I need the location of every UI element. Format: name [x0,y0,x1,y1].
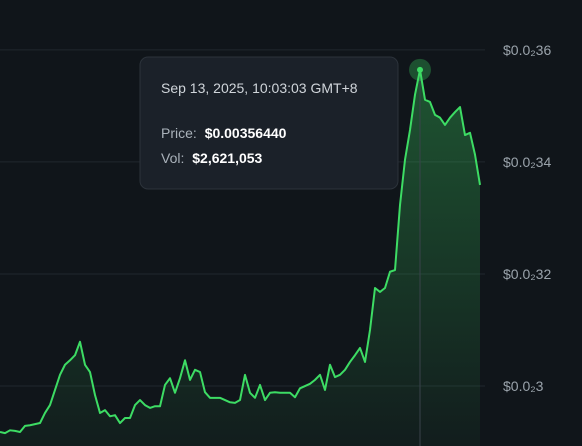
highlight-point [417,66,423,73]
price-label: Price: [161,125,197,141]
y-tick-label: $0.0₂3 [503,378,544,394]
y-tick-label: $0.0₂32 [503,266,551,282]
y-tick-label: $0.0₂36 [503,42,551,58]
vol-value: $2,621,053 [192,150,262,166]
area [0,69,480,446]
price-value: $0.00356440 [205,125,287,141]
vol-label: Vol: [161,150,184,166]
tooltip-price: Price: $0.00356440 [161,125,287,141]
tooltip-vol: Vol: $2,621,053 [161,150,263,166]
price-line [0,68,481,435]
tooltip: Sep 13, 2025, 10:03:03 GMT+8 Price: $0.0… [139,56,399,190]
y-tick-label: $0.0₂34 [503,154,551,170]
tooltip-date: Sep 13, 2025, 10:03:03 GMT+8 [161,80,358,96]
tooltip-box [139,56,399,190]
